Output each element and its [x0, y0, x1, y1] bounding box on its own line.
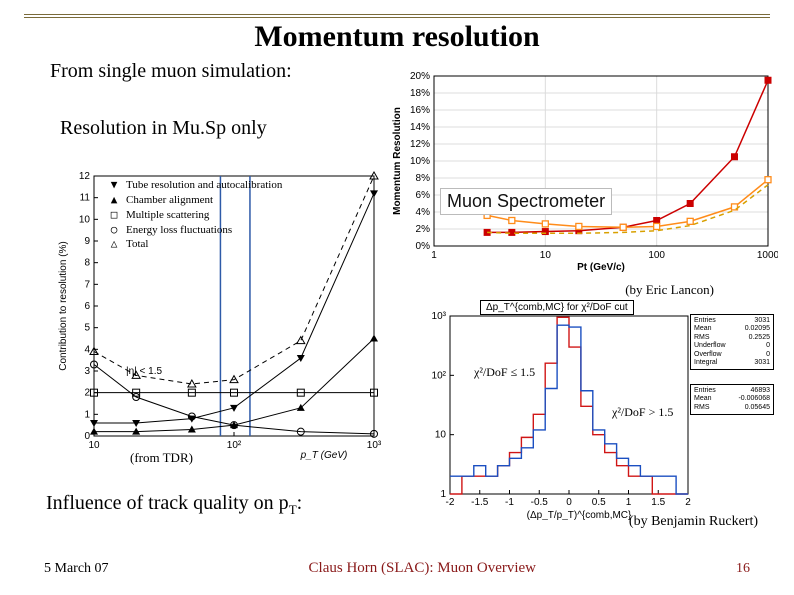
statbox-row: Entries3031 [694, 317, 770, 325]
svg-text:-2: -2 [446, 497, 455, 508]
svg-text:11: 11 [80, 193, 91, 204]
svg-text:1: 1 [84, 409, 90, 420]
slide-title: Momentum resolution [24, 20, 770, 54]
legend-row: □Multiple scattering [108, 208, 282, 223]
svg-text:100: 100 [648, 250, 665, 261]
svg-text:Contribution to resolution (%): Contribution to resolution (%) [58, 241, 69, 371]
svg-text:p_T (GeV): p_T (GeV) [300, 450, 348, 461]
svg-text:1.5: 1.5 [651, 497, 665, 508]
chart1-svg: 0% 2% 4% 6% 8% 10% 12% 14% 16% 18% 20% 1 10 100 1000 Pt… [388, 70, 778, 274]
statbox-row: RMS0.05645 [694, 404, 770, 412]
svg-text:0: 0 [566, 497, 572, 508]
svg-text:Momentum Resolution: Momentum Resolution [392, 107, 403, 215]
svg-text:8: 8 [84, 258, 90, 269]
svg-text:2%: 2% [416, 224, 431, 235]
svg-text:-0.5: -0.5 [531, 497, 549, 508]
svg-text:1: 1 [440, 489, 446, 500]
svg-text:5: 5 [84, 323, 90, 334]
caption-influence-text: Influence of track quality on p [46, 492, 289, 514]
chart3-title: Δp_T^{comb,MC} for χ²/DoF cut [480, 300, 634, 315]
footer-page: 16 [736, 561, 750, 577]
chart-momentum-resolution: 0% 2% 4% 6% 8% 10% 12% 14% 16% 18% 20% 1 10 100 1000 Pt… [388, 70, 778, 274]
svg-text:10²: 10² [227, 440, 242, 451]
svg-text:10: 10 [79, 214, 91, 225]
label-muon-spectrometer: Muon Spectrometer [440, 188, 612, 215]
svg-text:16%: 16% [410, 105, 430, 116]
title-rule-top [24, 14, 770, 18]
svg-text:1000: 1000 [757, 250, 778, 261]
svg-text:χ²/DoF ≤ 1.5: χ²/DoF ≤ 1.5 [473, 365, 535, 379]
svg-text:6: 6 [84, 301, 90, 312]
svg-text:7: 7 [84, 279, 90, 290]
caption-from-tdr: (from TDR) [130, 450, 193, 466]
svg-text:-1: -1 [505, 497, 514, 508]
statbox-row: Overflow0 [694, 351, 770, 359]
svg-text:20%: 20% [410, 71, 430, 82]
svg-text:|η| < 1.5: |η| < 1.5 [126, 366, 162, 377]
legend-row: ○Energy loss fluctuations [108, 223, 282, 238]
svg-text:10²: 10² [432, 370, 447, 381]
svg-text:0%: 0% [416, 241, 431, 252]
svg-text:18%: 18% [410, 88, 430, 99]
caption-influence-colon: : [297, 492, 303, 514]
statbox-row: Mean-0.006068 [694, 395, 770, 403]
svg-text:10³: 10³ [432, 311, 447, 322]
svg-text:-1.5: -1.5 [471, 497, 489, 508]
legend-row: △Total [108, 237, 282, 252]
chart2-legend: ▼Tube resolution and autocalibration▲Cha… [108, 178, 282, 252]
svg-text:0.5: 0.5 [592, 497, 606, 508]
svg-text:12: 12 [79, 171, 91, 182]
slide-footer: 5 March 07 Claus Horn (SLAC): Muon Overv… [0, 560, 794, 577]
svg-text:10%: 10% [410, 156, 430, 167]
caption-influence-sub: T [289, 502, 297, 517]
statbox-row: Entries46893 [694, 387, 770, 395]
footer-center: Claus Horn (SLAC): Muon Overview [309, 560, 536, 577]
statbox-le: Entries3031Mean0.02095RMS0.2525Underflow… [690, 314, 774, 370]
svg-text:1: 1 [431, 250, 437, 261]
statbox-gt: Entries46893Mean-0.006068RMS0.05645 [690, 384, 774, 415]
svg-text:2: 2 [84, 388, 90, 399]
svg-text:10³: 10³ [367, 440, 382, 451]
svg-text:10: 10 [540, 250, 552, 261]
statbox-row: Integral3031 [694, 359, 770, 367]
svg-text:10: 10 [435, 430, 447, 441]
legend-row: ▼Tube resolution and autocalibration [108, 178, 282, 193]
footer-date: 5 March 07 [44, 561, 109, 577]
svg-text:10: 10 [88, 440, 100, 451]
statbox-row: Underflow0 [694, 342, 770, 350]
svg-text:4: 4 [84, 344, 90, 355]
legend-row: ▲Chamber alignment [108, 193, 282, 208]
caption-influence: Influence of track quality on pT: [46, 492, 302, 518]
svg-text:χ²/DoF > 1.5: χ²/DoF > 1.5 [611, 405, 673, 419]
chart-delta-pt-histogram: Δp_T^{comb,MC} for χ²/DoF cut Entries303… [410, 298, 780, 520]
svg-text:(Δp_T/p_T)^{comb,MC}: (Δp_T/p_T)^{comb,MC} [527, 510, 632, 520]
statbox-row: RMS0.2525 [694, 334, 770, 342]
svg-text:4%: 4% [416, 207, 431, 218]
svg-text:Pt (GeV/c): Pt (GeV/c) [577, 262, 625, 273]
credit-ruckert: (by Benjamin Ruckert) [629, 514, 758, 530]
svg-text:12%: 12% [410, 139, 430, 150]
svg-text:3: 3 [84, 366, 90, 377]
svg-text:6%: 6% [416, 190, 431, 201]
statbox-row: Mean0.02095 [694, 325, 770, 333]
svg-text:2: 2 [685, 497, 691, 508]
svg-text:14%: 14% [410, 122, 430, 133]
svg-text:8%: 8% [416, 173, 431, 184]
svg-text:9: 9 [84, 236, 90, 247]
svg-text:1: 1 [626, 497, 632, 508]
credit-lancon: (by Eric Lancon) [625, 282, 714, 298]
slide: Momentum resolution From single muon sim… [0, 0, 794, 595]
